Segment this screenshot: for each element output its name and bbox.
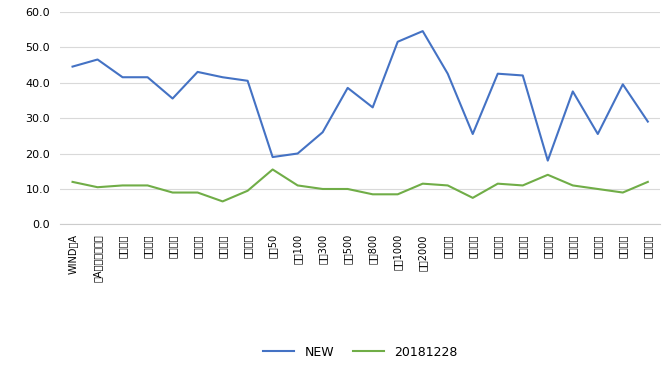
NEW [394, 39, 402, 44]
NEW [119, 75, 127, 80]
20181228 [569, 183, 577, 188]
20181228 [644, 180, 652, 184]
20181228 [143, 183, 151, 188]
20181228 [119, 183, 127, 188]
NEW [93, 57, 101, 62]
NEW [243, 79, 251, 83]
20181228 [544, 173, 552, 177]
20181228 [93, 185, 101, 190]
NEW [469, 132, 477, 136]
20181228 [594, 187, 602, 191]
NEW [293, 151, 301, 156]
Line: 20181228: 20181228 [73, 170, 648, 201]
20181228 [619, 190, 627, 195]
20181228 [293, 183, 301, 188]
20181228 [193, 190, 201, 195]
NEW [369, 105, 377, 110]
20181228 [519, 183, 527, 188]
NEW [519, 73, 527, 78]
NEW [143, 75, 151, 80]
20181228 [494, 182, 502, 186]
NEW [444, 71, 452, 76]
20181228 [319, 187, 327, 191]
20181228 [469, 195, 477, 200]
NEW [319, 130, 327, 135]
NEW [594, 132, 602, 136]
NEW [419, 29, 427, 33]
20181228 [269, 167, 277, 172]
20181228 [394, 192, 402, 197]
NEW [269, 155, 277, 159]
NEW [644, 119, 652, 124]
20181228 [419, 182, 427, 186]
20181228 [219, 199, 227, 204]
NEW [569, 89, 577, 94]
NEW [344, 86, 352, 90]
20181228 [369, 192, 377, 197]
20181228 [243, 188, 251, 193]
NEW [193, 70, 201, 74]
20181228 [444, 183, 452, 188]
NEW [544, 158, 552, 163]
NEW [219, 75, 227, 80]
Line: NEW: NEW [73, 31, 648, 161]
NEW [494, 71, 502, 76]
20181228 [69, 180, 77, 184]
20181228 [169, 190, 177, 195]
NEW [619, 82, 627, 87]
NEW [169, 96, 177, 101]
20181228 [344, 187, 352, 191]
Legend: NEW, 20181228: NEW, 20181228 [258, 341, 462, 365]
NEW [69, 64, 77, 69]
